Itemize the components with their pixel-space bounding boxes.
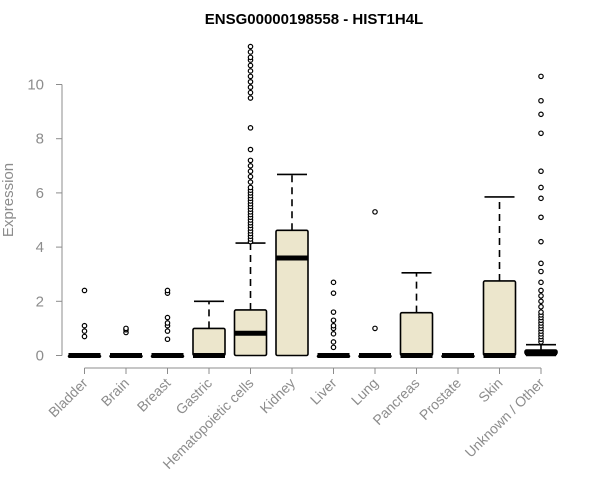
outlier-point bbox=[538, 309, 544, 315]
box-group bbox=[233, 43, 268, 357]
box bbox=[275, 229, 309, 357]
outlier-point bbox=[330, 344, 337, 351]
box bbox=[482, 280, 517, 357]
outlier-point bbox=[538, 214, 544, 221]
outlier-point bbox=[247, 157, 254, 164]
chart-title: ENSG00000198558 - HIST1H4L bbox=[205, 11, 423, 28]
x-tick-label: Breast bbox=[134, 375, 174, 415]
outlier-point bbox=[538, 195, 544, 202]
x-tick-label: Liver bbox=[307, 375, 340, 408]
y-tick-label: 0 bbox=[36, 348, 44, 365]
outlier-point bbox=[247, 54, 254, 61]
y-axis-label: Expression bbox=[0, 163, 17, 237]
outlier-point bbox=[330, 279, 337, 286]
outlier-point bbox=[538, 184, 544, 191]
y-tick-label: 8 bbox=[36, 131, 44, 148]
outlier-point bbox=[247, 43, 254, 50]
box-group bbox=[358, 209, 392, 358]
outlier-point bbox=[247, 163, 254, 169]
y-tick-label: 4 bbox=[36, 239, 44, 256]
outlier-point bbox=[538, 293, 544, 299]
outlier-point bbox=[247, 68, 254, 74]
outlier-point bbox=[247, 62, 254, 69]
outlier-point bbox=[247, 168, 254, 175]
outlier-point bbox=[538, 73, 544, 80]
outlier-point bbox=[164, 287, 171, 294]
outlier-point bbox=[538, 130, 544, 137]
outlier-point bbox=[164, 314, 171, 321]
outlier-point bbox=[538, 268, 544, 275]
outlier-point bbox=[247, 78, 254, 85]
outlier-point bbox=[538, 111, 544, 118]
outlier-point bbox=[538, 238, 544, 245]
box bbox=[399, 311, 434, 357]
outlier-point bbox=[247, 179, 254, 185]
outlier-point bbox=[538, 97, 544, 104]
outlier-point bbox=[81, 287, 88, 294]
outlier-point bbox=[247, 184, 254, 191]
outlier-point bbox=[247, 173, 254, 180]
outlier-point bbox=[330, 309, 337, 315]
outlier-point bbox=[247, 95, 254, 101]
outlier-point bbox=[330, 317, 337, 324]
outlier-point bbox=[247, 89, 254, 96]
outlier-point bbox=[81, 328, 88, 334]
box bbox=[192, 327, 226, 357]
outlier-point bbox=[372, 325, 378, 332]
box-group bbox=[150, 287, 185, 358]
y-tick-label: 10 bbox=[27, 77, 44, 94]
box-group bbox=[192, 300, 226, 358]
box-group bbox=[399, 272, 434, 358]
box-group bbox=[524, 73, 558, 357]
outlier-point bbox=[372, 209, 378, 215]
outlier-point bbox=[164, 328, 171, 334]
x-tick-label: Skin bbox=[475, 375, 506, 406]
box-group bbox=[109, 325, 143, 358]
outlier-point bbox=[538, 260, 544, 267]
outlier-point bbox=[81, 333, 88, 340]
box-group bbox=[275, 173, 309, 357]
x-tick-label: Unknown / Other bbox=[462, 375, 548, 461]
outlier-point bbox=[538, 279, 544, 286]
y-tick-label: 2 bbox=[36, 293, 44, 310]
outlier-point bbox=[330, 322, 337, 329]
outlier-point bbox=[330, 331, 337, 337]
box-group bbox=[441, 353, 475, 358]
outlier-point bbox=[247, 125, 254, 131]
y-axis: 0 2 4 6 8 10 bbox=[27, 77, 63, 365]
x-tick-label: Kidney bbox=[257, 375, 299, 417]
outlier-point bbox=[330, 290, 337, 296]
x-tick-label: Lung bbox=[348, 375, 381, 408]
x-tick-label: Brain bbox=[98, 375, 132, 409]
y-tick-label: 6 bbox=[36, 185, 44, 202]
x-tick-label: Bladder bbox=[45, 375, 91, 421]
outlier-point bbox=[247, 146, 254, 153]
outlier-point bbox=[538, 287, 544, 294]
outlier-point bbox=[247, 84, 254, 91]
outlier-point bbox=[538, 303, 544, 310]
outlier-point bbox=[164, 320, 171, 326]
outlier-point bbox=[538, 168, 544, 175]
outlier-point bbox=[247, 49, 254, 55]
outlier-point bbox=[330, 339, 337, 345]
outlier-point bbox=[164, 336, 171, 343]
box-group bbox=[316, 279, 351, 358]
box-group bbox=[67, 287, 102, 358]
outlier-point bbox=[538, 298, 544, 305]
box-group bbox=[482, 196, 517, 358]
outlier-point bbox=[123, 325, 129, 332]
x-tick-label: Prostate bbox=[416, 375, 464, 423]
outlier-point bbox=[247, 73, 254, 80]
box-plots bbox=[67, 43, 558, 358]
outlier-point bbox=[81, 322, 88, 329]
